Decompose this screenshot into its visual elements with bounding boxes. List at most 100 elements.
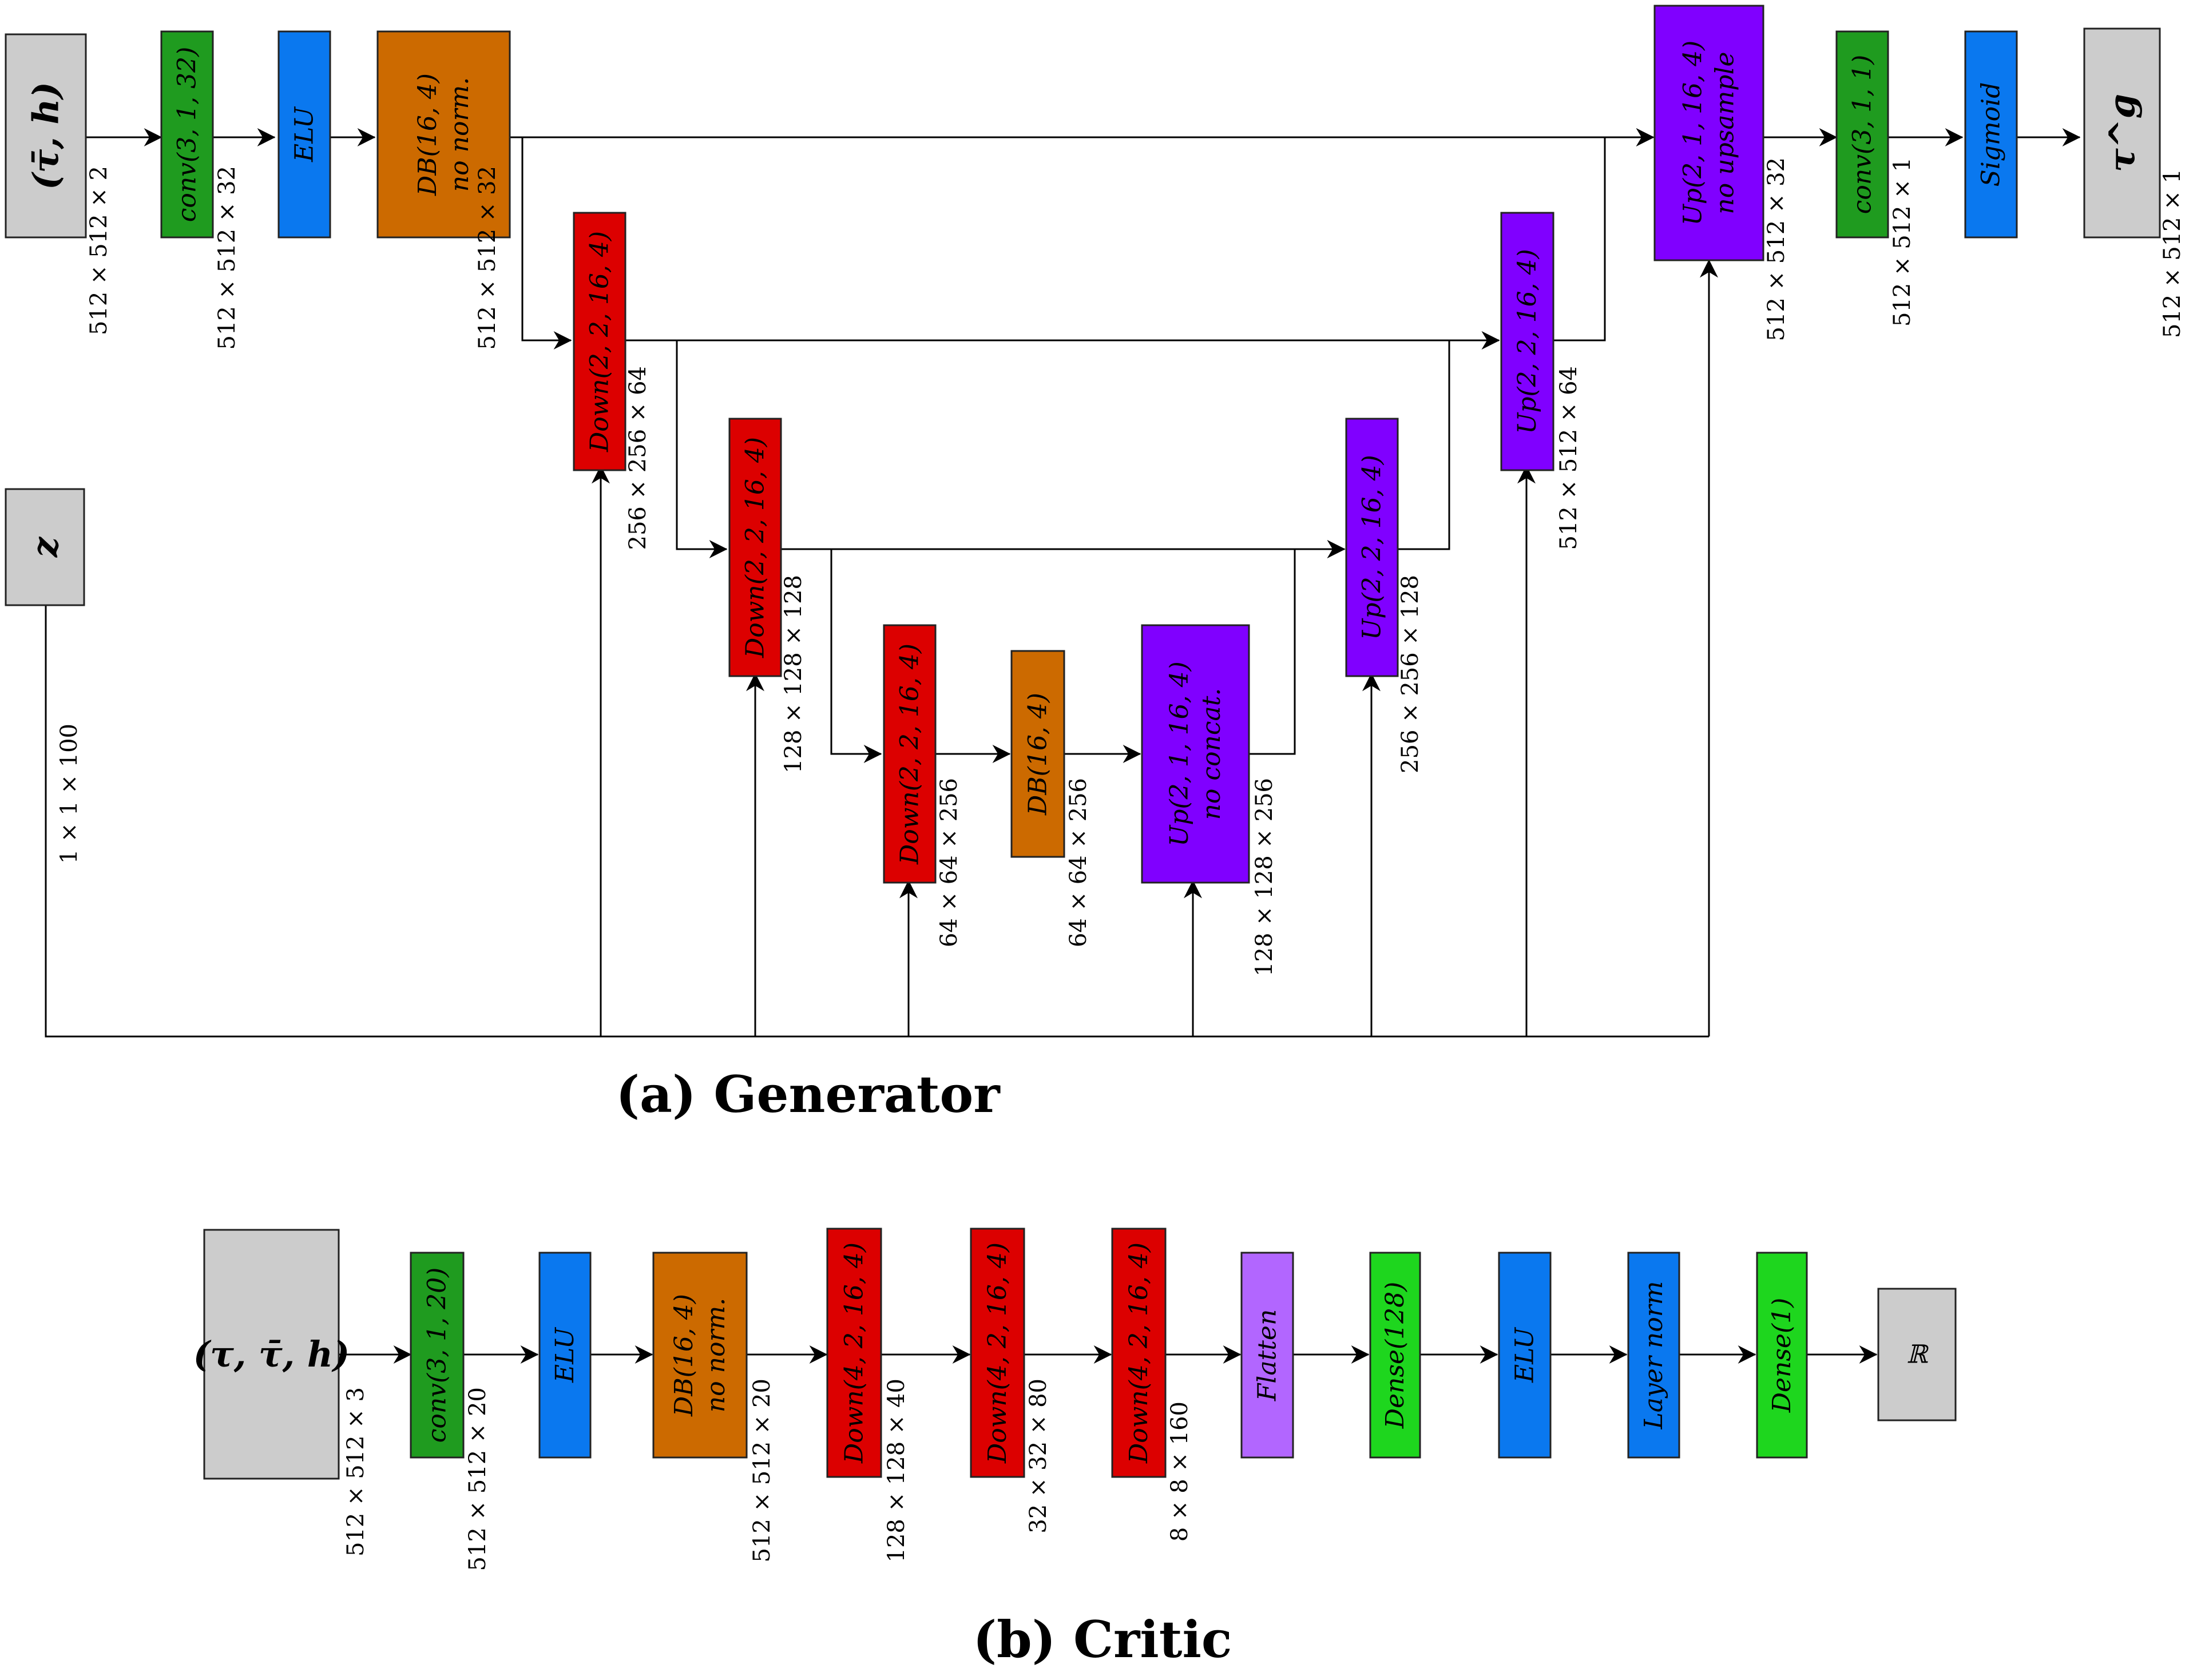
critic-block-layernorm: Layer norm — [1627, 1252, 1680, 1459]
gen-dim-z: 1 × 1 × 100 — [56, 724, 82, 864]
gen-dim-upmid: 128 × 128 × 256 — [1251, 778, 1278, 976]
critic-db-box — [652, 1252, 748, 1459]
critic-down1-box — [826, 1228, 882, 1478]
critic-conv-label: conv(3, 1, 20) — [423, 1268, 452, 1443]
gen-block-output: τ^g — [2083, 27, 2161, 239]
critic-elu2-box — [1498, 1252, 1552, 1459]
edge-down1-down2 — [676, 340, 728, 558]
gen-block-input: (τ̄, h) — [5, 33, 87, 239]
gen-block-sigmoid: Sigmoid — [1964, 30, 2018, 239]
gen-block-down1: Down(2, 2, 16, 4) — [573, 212, 626, 471]
gen-dim-down3: 64 × 64 × 256 — [936, 778, 962, 947]
critic-block-elu2: ELU — [1498, 1252, 1552, 1459]
gen-down2-box — [728, 418, 782, 677]
generator-dimension-labels: 512 × 512 × 2 512 × 512 × 32 512 × 512 × 3… — [56, 157, 2186, 976]
critic-diagram: (τ, τ̄, h) conv(3, 1, 20) ELU DB(16, 4) no n… — [193, 1228, 1957, 1669]
gen-block-up2: Up(2, 2, 16, 4) — [1345, 418, 1399, 677]
gen-upmid-box — [1141, 624, 1250, 884]
gen-conv1-box — [160, 30, 214, 239]
gen-input-label: (τ̄, h) — [25, 82, 67, 190]
gen-sigmoid-box — [1964, 30, 2018, 239]
gen-upmid-label: Up(2, 1, 16, 4) — [1165, 661, 1194, 846]
gen-db1-label: DB(16, 4) — [413, 73, 442, 196]
critic-block-dense128: Dense(128) — [1369, 1252, 1421, 1459]
gen-dim-conv1: 512 × 512 × 32 — [214, 166, 240, 349]
critic-input-box — [203, 1229, 340, 1480]
gen-elu-label: ELU — [290, 106, 319, 162]
gen-elu-box — [277, 30, 331, 239]
critic-db-label: DB(16, 4) — [669, 1294, 699, 1417]
critic-caption: (b) Critic — [973, 1610, 1232, 1669]
gen-db2-label: DB(16, 4) — [1024, 693, 1053, 816]
gen-dim-up2: 256 × 256 × 128 — [1397, 575, 1423, 773]
gen-dim-db1: 512 × 512 × 32 — [474, 166, 501, 349]
critic-block-down2: Down(4, 2, 16, 4) — [970, 1228, 1025, 1478]
critic-block-db: DB(16, 4) no norm. — [652, 1252, 748, 1459]
gen-upfinal-sublabel: no upsample — [1711, 51, 1740, 214]
critic-dim-down3: 8 × 8 × 160 — [1167, 1401, 1193, 1542]
gen-upfinal-box — [1653, 5, 1764, 261]
gen-block-z: z — [5, 488, 85, 606]
critic-dim-db: 512 × 512 × 20 — [749, 1379, 775, 1562]
edge-up3-upfinal — [1553, 128, 1655, 341]
generator-diagram: (τ̄, h) conv(3, 1, 32) ELU DB(16, 4) no norm… — [5, 5, 2186, 1124]
gen-up3-label: Up(2, 2, 16, 4) — [1513, 249, 1542, 434]
critic-elu1-box — [538, 1252, 592, 1459]
gen-conv1-label: conv(3, 1, 32) — [173, 47, 202, 223]
gen-down3-label: Down(2, 2, 16, 4) — [895, 644, 925, 865]
critic-dense1-label: Dense(1) — [1767, 1298, 1796, 1413]
generator-caption: (a) Generator — [616, 1065, 1001, 1124]
z-bus — [45, 605, 1709, 1038]
gen-db1-box — [376, 30, 511, 239]
critic-dim-input: 512 × 512 × 3 — [343, 1387, 369, 1556]
gen-dim-conv2: 512 × 512 × 1 — [1889, 157, 1916, 327]
gen-conv2-box — [1835, 30, 1889, 239]
critic-dense1-box — [1756, 1252, 1808, 1459]
critic-blocks: (τ, τ̄, h) conv(3, 1, 20) ELU DB(16, 4) no n… — [193, 1228, 1957, 1480]
gen-block-down3: Down(2, 2, 16, 4) — [883, 624, 937, 884]
gen-input-box — [5, 33, 87, 239]
gen-up3-box — [1500, 212, 1554, 471]
gen-dim-input: 512 × 512 × 2 — [86, 166, 112, 335]
critic-dense128-label: Dense(128) — [1381, 1282, 1410, 1429]
critic-block-output: ℝ — [1877, 1288, 1957, 1421]
critic-layernorm-label: Layer norm — [1639, 1281, 1668, 1430]
gen-dim-output: 512 × 512 × 1 — [2159, 169, 2186, 338]
gen-db2-box — [1010, 650, 1065, 858]
gen-upmid-sublabel: no concat. — [1197, 688, 1226, 820]
generator-connections — [45, 128, 2081, 1038]
gen-z-box — [5, 488, 85, 606]
gen-output-label: τ^g — [2101, 94, 2143, 172]
critic-down2-label: Down(4, 2, 16, 4) — [983, 1242, 1012, 1464]
critic-down2-box — [970, 1228, 1025, 1478]
gen-block-elu: ELU — [277, 30, 331, 239]
gen-up2-label: Up(2, 2, 16, 4) — [1358, 455, 1387, 640]
gen-upfinal-label: Up(2, 1, 16, 4) — [1679, 41, 1708, 225]
edge-upmid-up2 — [1249, 540, 1346, 755]
gen-block-conv1: conv(3, 1, 32) — [160, 30, 214, 239]
gen-down1-box — [573, 212, 626, 471]
gen-db1-sublabel: no norm. — [445, 77, 474, 192]
critic-block-flatten: Flatten — [1240, 1252, 1294, 1459]
gen-sigmoid-label: Sigmoid — [1977, 82, 2006, 187]
gen-dim-down1: 256 × 256 × 64 — [625, 366, 651, 550]
critic-output-box — [1877, 1288, 1957, 1421]
gen-block-upmid: Up(2, 1, 16, 4) no concat. — [1141, 624, 1250, 884]
gen-dim-up3: 512 × 512 × 64 — [1556, 366, 1582, 550]
critic-down3-label: Down(4, 2, 16, 4) — [1124, 1242, 1153, 1464]
critic-block-elu1: ELU — [538, 1252, 592, 1459]
gen-up2-box — [1345, 418, 1399, 677]
gen-conv2-label: conv(3, 1, 1) — [1848, 55, 1877, 215]
critic-dimension-labels: 512 × 512 × 3 512 × 512 × 20 512 × 512 × 2… — [343, 1379, 1193, 1571]
gen-block-up3: Up(2, 2, 16, 4) — [1500, 212, 1554, 471]
critic-dim-down1: 128 × 128 × 40 — [883, 1379, 910, 1562]
edge-down2-down3 — [830, 549, 882, 763]
gen-block-down2: Down(2, 2, 16, 4) — [728, 418, 782, 677]
critic-block-down1: Down(4, 2, 16, 4) — [826, 1228, 882, 1478]
gen-output-box — [2083, 27, 2161, 239]
gen-down3-box — [883, 624, 937, 884]
gen-block-db2: DB(16, 4) — [1010, 650, 1065, 858]
critic-flatten-label: Flatten — [1253, 1309, 1282, 1402]
critic-block-down3: Down(4, 2, 16, 4) — [1111, 1228, 1167, 1478]
